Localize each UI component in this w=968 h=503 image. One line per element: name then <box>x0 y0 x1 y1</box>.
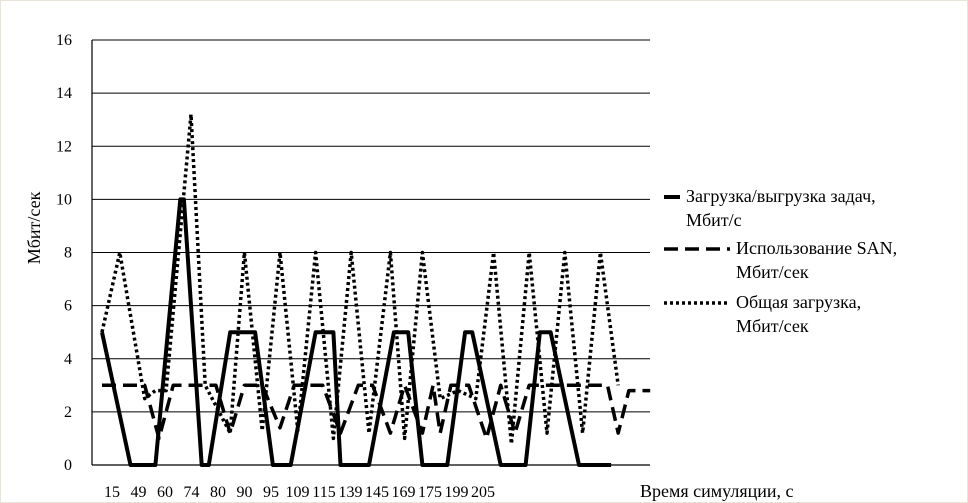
x-tick-label: 139 <box>339 484 363 501</box>
y-tick-label: 4 <box>64 351 72 368</box>
x-tick-label: 175 <box>418 484 442 501</box>
y-tick-label: 2 <box>64 404 72 421</box>
x-tick-label: 60 <box>157 484 173 501</box>
y-tick-label: 14 <box>56 85 72 102</box>
legend-label: Общая загрузка, Мбит/сек <box>736 292 861 336</box>
x-tick-label: 95 <box>263 484 279 501</box>
y-tick-label: 6 <box>64 298 72 315</box>
series-line-dashed <box>102 383 651 441</box>
x-tick-label: 74 <box>184 484 200 501</box>
legend-label: Использование SAN, Мбит/сек <box>736 238 897 282</box>
y-tick-label: 0 <box>64 457 72 474</box>
x-tick-label: 49 <box>131 484 147 501</box>
legend: Загрузка/выгрузка задач, Мбит/с Использова… <box>664 186 897 336</box>
x-tick-label: 115 <box>312 484 335 501</box>
y-tick-label: 8 <box>64 245 72 262</box>
y-axis-title: Мбит/сек <box>24 191 44 264</box>
x-tick-label: 169 <box>392 484 416 501</box>
x-tick-label: 199 <box>445 484 469 501</box>
x-tick-labels: 15 49 60 74 80 90 95 109 115 139 145 169 175 199 205 <box>104 484 495 501</box>
x-tick-label: 145 <box>365 484 389 501</box>
x-tick-label: 90 <box>237 484 253 501</box>
x-axis-title: Время симуляции, с <box>640 481 794 501</box>
x-tick-label: 109 <box>286 484 310 501</box>
y-tick-label: 12 <box>56 138 72 155</box>
y-tick-label: 10 <box>56 191 72 208</box>
y-tick-labels: 0 2 4 6 8 10 12 14 16 <box>56 32 72 474</box>
x-tick-label: 205 <box>471 484 495 501</box>
x-tick-label: 80 <box>210 484 226 501</box>
legend-label: Загрузка/выгрузка задач, Мбит/с <box>686 186 876 230</box>
x-tick-label: 15 <box>104 484 120 501</box>
y-tick-label: 16 <box>56 32 72 49</box>
